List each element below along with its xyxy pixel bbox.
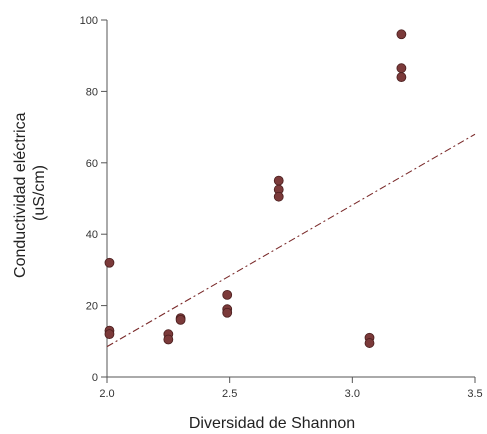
data-point	[175, 314, 186, 325]
y-tick-label: 20	[86, 301, 98, 313]
trendline-layer	[106, 133, 476, 348]
x-tick-label: 3.5	[467, 388, 482, 400]
y-tick-label: 0	[92, 372, 98, 384]
data-point	[163, 334, 174, 345]
y-tick-label: 100	[80, 15, 98, 27]
data-point	[273, 191, 284, 202]
x-tick-label: 3.0	[345, 388, 360, 400]
trendline	[106, 133, 476, 348]
points-layer	[104, 29, 407, 348]
data-point	[104, 257, 115, 268]
data-point	[104, 329, 115, 340]
data-point	[364, 338, 375, 348]
y-axis-title-line-2: (uS/cm)	[31, 165, 48, 221]
y-tick-label: 40	[86, 229, 98, 241]
data-point	[222, 307, 233, 318]
data-point	[222, 289, 233, 300]
data-point	[273, 175, 284, 186]
x-tick-label: 2.5	[222, 388, 237, 400]
y-axis-title-line-1: Conductividad eléctrica	[12, 112, 29, 278]
y-tick-label: 80	[86, 86, 98, 98]
data-point	[396, 29, 407, 40]
data-point	[396, 72, 407, 83]
y-tick-label: 60	[86, 158, 98, 170]
axes: 0 20 40 60 80 100 2.0 2.5 3.0 3.5	[80, 15, 483, 400]
x-axis-title: Diversidad de Shannon	[189, 415, 355, 432]
x-tick-label: 2.0	[99, 388, 114, 400]
data-point	[396, 63, 407, 74]
y-axis-title: Conductividad eléctrica (uS/cm)	[12, 108, 48, 278]
